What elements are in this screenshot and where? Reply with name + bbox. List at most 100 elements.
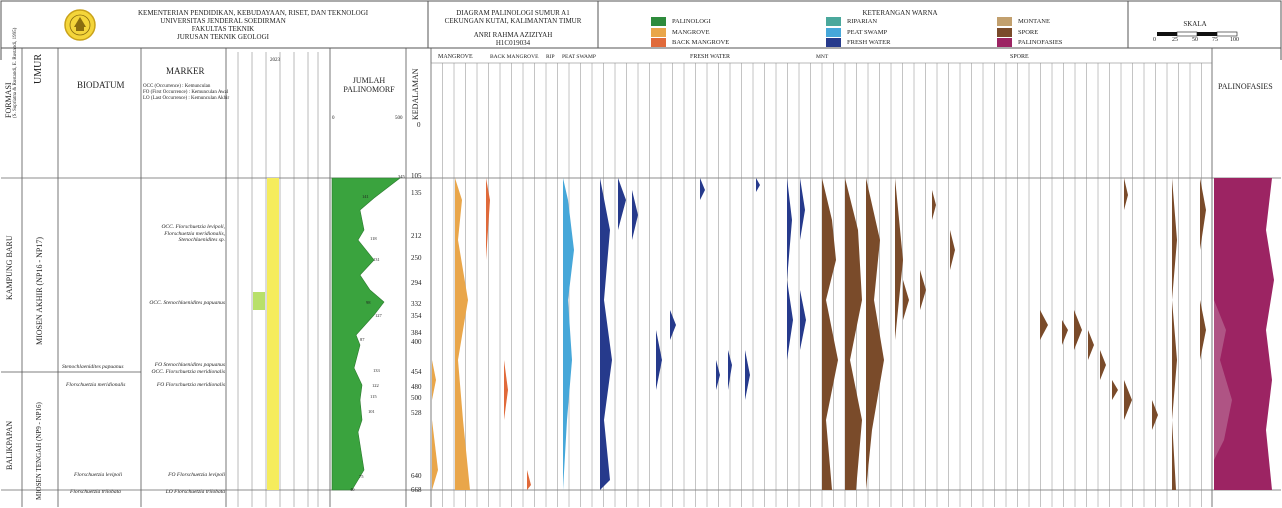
- curve-fresh-water-2: [618, 178, 626, 230]
- curve-fresh-water-11: [787, 178, 793, 360]
- curve-spore-18: [1172, 178, 1177, 490]
- depth-354: 354: [411, 312, 422, 320]
- marker-note-occ: OCC (Occurrence) : Kemunculan: [143, 84, 211, 89]
- curve-spore-11: [1074, 310, 1082, 350]
- marker-fo-meridionalis: FO Florschuetzia meridionalis: [156, 382, 225, 388]
- curve-fresh-water-1: [600, 178, 612, 490]
- curve-palinofasies-2: [1214, 300, 1232, 460]
- jumlah-label-10: 115: [370, 394, 377, 399]
- jumlah-palinomorf-area: [331, 177, 401, 491]
- biodatum-florschuetzia-levipoli: Florschuetzia levipoli: [74, 472, 123, 478]
- scale-tick-0: 0: [1153, 37, 1156, 43]
- legend-swatch-riparian: [826, 17, 841, 26]
- depth-135: 135: [411, 189, 422, 197]
- legend-swatch-palinologi: [651, 17, 666, 26]
- jumlah-label-11: 101: [368, 409, 375, 414]
- ministry-header: KEMENTERIAN PENDIDIKAN, KEBUDAYAAN, RISE…: [138, 9, 369, 41]
- jumlah-label-2: 141: [362, 194, 369, 199]
- curve-spore-10: [1062, 320, 1068, 345]
- jumlah-axis-min: 0: [332, 116, 335, 121]
- group-back-mangrove: BACK MANGROVE: [490, 54, 539, 60]
- curve-fresh-water-8: [728, 350, 732, 390]
- curve-fresh-water-5: [670, 310, 676, 340]
- marker-occ-meridionalis: OCC. Florschuetzia meridionalis: [151, 369, 226, 375]
- group-spore: SPORE: [1010, 54, 1029, 60]
- depth-0: 0: [417, 121, 421, 129]
- curve-fresh-water-13: [800, 290, 806, 350]
- depth-212: 212: [411, 232, 422, 240]
- scale-bar: [1157, 31, 1238, 37]
- legend-label-back-mangrove: BACK MANGROVE: [672, 39, 730, 46]
- curve-back-mangrove-2: [504, 360, 508, 420]
- scale-tick-50: 50: [1192, 37, 1198, 43]
- curve-spore-14: [1112, 380, 1118, 400]
- legend-swatch-back-mangrove: [651, 38, 666, 47]
- header-frame: [0, 0, 1282, 60]
- curve-spore-13: [1100, 350, 1106, 380]
- jumlah-axis-max: 500: [395, 116, 403, 121]
- curve-mangrove-1: [455, 178, 470, 490]
- legend-swatch-mangrove: [651, 28, 666, 37]
- curve-peat-swamp-1: [563, 178, 574, 490]
- jumlah-label-8: 133: [373, 368, 380, 373]
- ministry-line-1: KEMENTERIAN PENDIDIKAN, KEBUDAYAAN, RISE…: [138, 9, 369, 17]
- diagram-title-line-2: CEKUNGAN KUTAI, KALIMANTAN TIMUR: [444, 17, 582, 25]
- curve-fresh-water-12: [800, 178, 805, 240]
- marker-heading: MARKER: [166, 66, 205, 76]
- scale-title: SKALA: [1183, 20, 1207, 28]
- biodatum-stenochlaenidites: Stenochlaenidites papuanus: [62, 364, 124, 370]
- jumlah-label-13: 40: [350, 487, 355, 492]
- depth-500: 500: [411, 394, 422, 402]
- paleo-year: 2023: [270, 58, 280, 63]
- jumlah-label-7: 87: [360, 337, 365, 342]
- curve-back-mangrove-1: [486, 178, 490, 260]
- legend-label-mangrove: MANGROVE: [672, 29, 710, 36]
- depth-400: 400: [411, 338, 422, 346]
- curve-spore-15: [1124, 178, 1128, 210]
- legend-swatch-montane: [997, 17, 1012, 26]
- marker-notes: OCC (Occurrence) : Kemunculan FO (First …: [143, 84, 229, 102]
- curve-spore-12: [1088, 330, 1094, 360]
- legend-swatch-peat-swamp: [826, 28, 841, 37]
- ministry-line-4: JURUSAN TEKNIK GEOLOGI: [176, 33, 270, 41]
- curve-spore-1: [822, 178, 838, 490]
- curve-spore-16: [1124, 380, 1132, 420]
- depth-640: 640: [411, 472, 422, 480]
- marker-fo-levipoli: FO Florschuetzia levipoli: [168, 472, 225, 478]
- curve-spore-19: [1200, 178, 1206, 250]
- marker-note-fo: FO (First Occurrence) : Kemunculan Awal: [143, 90, 229, 95]
- legend-swatch-fresh-water: [826, 38, 841, 47]
- legend-label-fresh-water: FRESH WATER: [847, 39, 891, 46]
- depth-454: 454: [411, 368, 422, 376]
- depth-528: 528: [411, 409, 422, 417]
- curve-spore-17: [1152, 400, 1158, 430]
- depth-250: 250: [411, 254, 422, 262]
- biodatum-florschuetzia-trilobata: Florschuetzia trilobata: [70, 489, 121, 495]
- curve-spore-9: [1040, 310, 1048, 340]
- jumlah-label-1: 345: [398, 174, 405, 179]
- legend-label-palinofasies: PALINOFASIES: [1018, 39, 1063, 46]
- jumlah-label-9: 122: [372, 383, 379, 388]
- diagram-title: DIAGRAM PALINOLOGI SUMUR A1 CEKUNGAN KUT…: [430, 9, 596, 47]
- scale-tick-75: 75: [1212, 37, 1218, 43]
- curve-fresh-water-9: [745, 350, 750, 400]
- jumlah-label-12: 75: [359, 474, 364, 479]
- jumlah-label-5: 98: [366, 300, 371, 305]
- legend-label-spore: SPORE: [1018, 29, 1039, 36]
- depth-294: 294: [411, 279, 422, 287]
- group-riparian: RIP: [546, 54, 555, 60]
- legend-title: KETERANGAN WARNA: [862, 9, 938, 17]
- curve-spore-2: [845, 178, 862, 490]
- palinofasies-heading: PALINOFASIES: [1218, 82, 1273, 91]
- curve-mangrove-2: [432, 360, 436, 400]
- jumlah-palinomorf-plot: [331, 177, 401, 491]
- depth-668: 668: [411, 486, 422, 494]
- marker-note-lo: LO (Last Occurrence) : Kemunculan Akhir: [143, 96, 230, 101]
- group-fresh-water: FRESH WATER: [690, 54, 731, 60]
- legend-label-montane: MONTANE: [1018, 18, 1050, 25]
- legend-label-peat-swamp: PEAT SWAMP: [847, 29, 888, 36]
- university-seal-logo: [64, 9, 96, 41]
